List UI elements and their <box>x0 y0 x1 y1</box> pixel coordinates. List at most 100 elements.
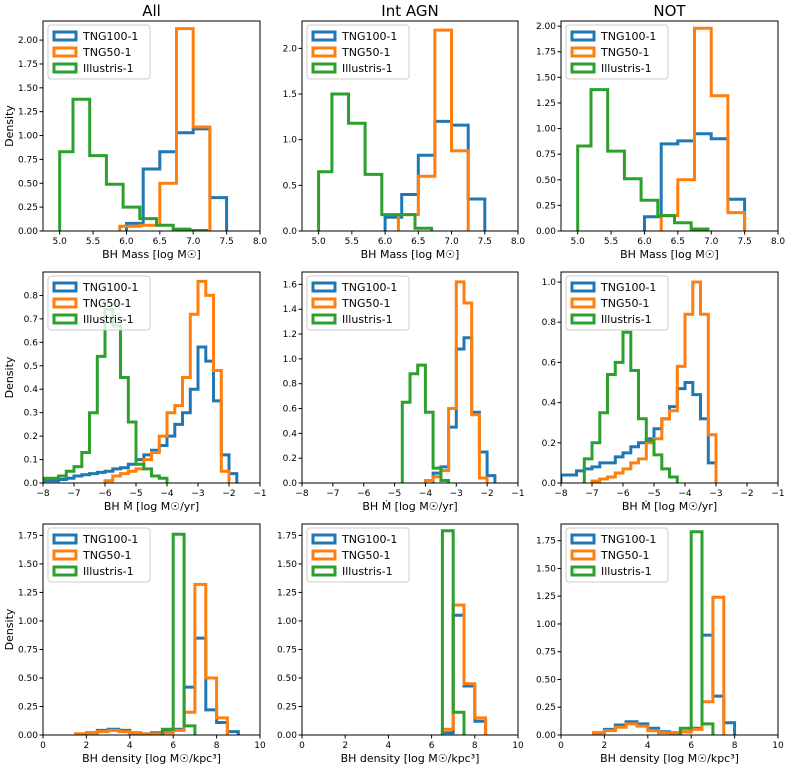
y-tick-label: 0.75 <box>536 648 556 658</box>
legend-label: Illustris-1 <box>83 62 134 75</box>
legend-label: TNG50-1 <box>341 297 390 310</box>
legend-label: Illustris-1 <box>601 313 652 326</box>
x-tick-label: 8.0 <box>253 237 268 247</box>
panel-density-2: 0 2 4 6 8 10 0.00 0.25 0.50 0.75 1.00 1.25 1.50 1.75 B… <box>536 523 784 765</box>
legend-swatch <box>311 297 337 309</box>
y-tick-label: 1.25 <box>536 592 556 602</box>
y-tick-label: 1.75 <box>536 48 556 58</box>
legend-label: TNG100-1 <box>600 30 656 43</box>
x-tick-label: 6 <box>170 741 176 751</box>
y-tick-label: 2.0 <box>283 44 298 54</box>
x-tick-label: −1 <box>771 489 784 499</box>
axes-frame <box>560 20 779 232</box>
y-tick-label: 0.75 <box>18 645 38 655</box>
legend-swatch <box>570 46 596 58</box>
y-tick-label: 1.00 <box>277 617 297 627</box>
y-tick-label: 0.75 <box>536 150 556 160</box>
y-tick-label: 1.50 <box>536 73 556 83</box>
y-tick-label: 0.25 <box>536 703 556 713</box>
x-tick-label: 0 <box>299 741 305 751</box>
x-tick-label: 6.5 <box>671 237 685 247</box>
panel-mass-2: 5.0 5.5 6.0 6.5 7.0 7.5 8.0 0.00 0.25 0.50 0.75 1.0… <box>536 20 785 261</box>
x-tick-label: −7 <box>585 489 598 499</box>
y-tick-label: 0.5 <box>24 362 38 372</box>
legend: TNG100-1 TNG50-1 Illustris-1 <box>306 24 410 80</box>
y-tick-label: 0.50 <box>536 675 556 685</box>
legend-label: TNG50-1 <box>600 297 649 310</box>
y-tick-label: 1.50 <box>18 84 38 94</box>
y-tick-label: 0.0 <box>542 479 557 489</box>
y-tick-label: 1.6 <box>283 280 298 290</box>
x-tick-label: 7.0 <box>444 237 459 247</box>
column-title-0: All <box>142 2 161 20</box>
legend-label: TNG100-1 <box>82 30 138 43</box>
y-tick-label: 0.50 <box>18 674 38 684</box>
x-tick-label: −7 <box>326 489 339 499</box>
y-tick-label: 0.00 <box>536 227 556 237</box>
legend: TNG100-1 TNG50-1 Illustris-1 <box>565 527 669 583</box>
y-tick-label: 0.50 <box>536 176 556 186</box>
x-tick-label: 8 <box>214 741 220 751</box>
y-tick-label: 0.8 <box>542 318 557 328</box>
legend-swatch <box>52 549 78 561</box>
y-tick-label: 0.75 <box>18 155 38 165</box>
y-tick-label: 1.2 <box>283 330 297 340</box>
y-tick-label: 0.4 <box>542 399 557 409</box>
y-tick-label: 0.2 <box>283 454 297 464</box>
x-tick-label: 5.5 <box>345 237 359 247</box>
x-tick-label: −2 <box>481 489 494 499</box>
x-tick-label: −3 <box>191 489 204 499</box>
x-axis-label: BH density [log M☉/kpc³] <box>341 752 480 765</box>
x-tick-label: 4 <box>645 741 651 751</box>
legend-label: TNG50-1 <box>600 549 649 562</box>
hist-illustris-1-mdot-2 <box>582 330 679 483</box>
y-tick-label: 2.00 <box>536 22 556 32</box>
y-tick-label: 1.0 <box>283 136 298 146</box>
x-tick-label: 7.0 <box>186 237 201 247</box>
y-tick-label: 0.00 <box>277 731 297 741</box>
y-tick-label: 0.00 <box>536 731 556 741</box>
x-tick-label: −6 <box>98 489 112 499</box>
legend-label: TNG50-1 <box>82 46 131 59</box>
x-tick-label: −4 <box>419 489 433 499</box>
legend-swatch <box>311 565 337 577</box>
legend-label: Illustris-1 <box>83 565 134 578</box>
x-tick-label: −1 <box>511 489 524 499</box>
y-tick-label: 0.5 <box>283 181 297 191</box>
legend-swatch <box>311 30 337 42</box>
legend-label: TNG50-1 <box>82 549 131 562</box>
y-tick-label: 0.0 <box>283 479 298 489</box>
axes-frame <box>560 523 779 736</box>
y-tick-label: 1.0 <box>542 278 557 288</box>
legend-swatch <box>311 313 337 325</box>
y-tick-label: 0.6 <box>283 405 298 415</box>
legend-label: TNG50-1 <box>82 297 131 310</box>
axes-frame <box>301 523 519 736</box>
legend-label: TNG100-1 <box>82 281 138 294</box>
y-tick-label: 0.0 <box>24 479 39 489</box>
hist-illustris-1-mdot-0 <box>43 308 169 483</box>
legend-swatch <box>570 549 596 561</box>
hist-tng50-1-density-2 <box>592 595 726 735</box>
y-tick-label: 0.0 <box>283 227 298 237</box>
hist-illustris-1-mass-0 <box>58 97 209 231</box>
legend-label: TNG100-1 <box>341 533 397 546</box>
legend-label: TNG100-1 <box>341 30 397 43</box>
legend-swatch <box>570 297 596 309</box>
hist-illustris-1-density-0 <box>160 532 197 735</box>
x-tick-label: 0 <box>558 741 564 751</box>
legend-swatch <box>570 30 596 42</box>
x-axis-label: BH density [log M☉/kpc³] <box>82 752 221 765</box>
y-axis-label: Density <box>3 356 16 398</box>
legend-swatch <box>52 297 78 309</box>
x-tick-label: 7.5 <box>737 237 751 247</box>
legend: TNG100-1 TNG50-1 Illustris-1 <box>565 275 669 331</box>
legend-swatch <box>311 62 337 74</box>
x-tick-label: 8 <box>472 741 478 751</box>
x-tick-label: −5 <box>647 489 660 499</box>
x-tick-label: 7.5 <box>478 237 492 247</box>
legend-label: Illustris-1 <box>342 313 393 326</box>
hist-tng50-1-mdot-0 <box>103 279 231 483</box>
x-tick-label: 5.0 <box>53 237 68 247</box>
